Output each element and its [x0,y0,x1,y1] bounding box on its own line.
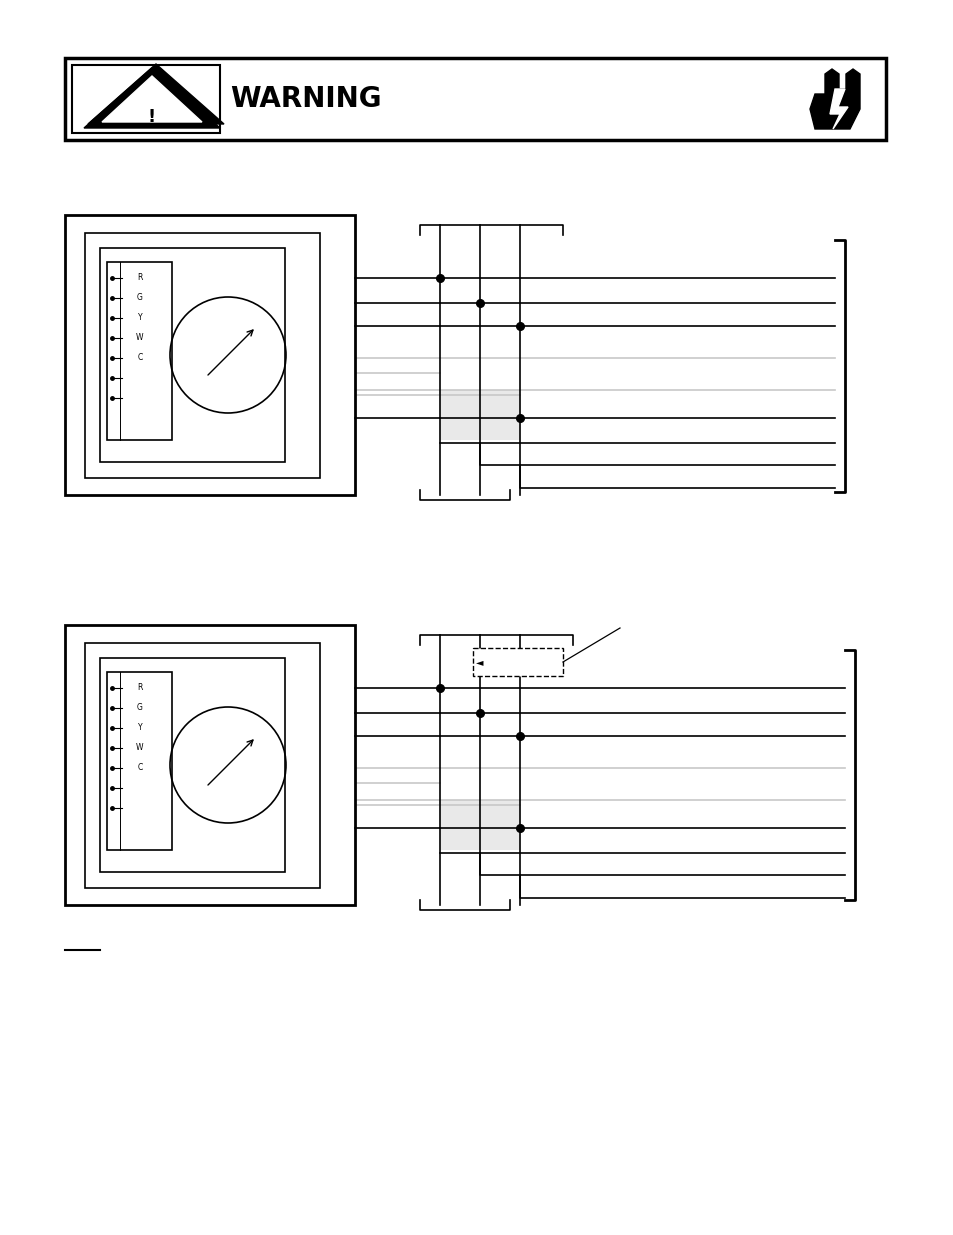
Bar [85,233,319,478]
Text: ◄: ◄ [476,657,483,667]
Polygon shape [84,68,220,128]
Text: R: R [137,683,143,693]
Text: W: W [136,333,144,342]
Polygon shape [809,69,859,128]
Bar [85,643,319,888]
Bar [65,58,885,140]
Text: WARNING: WARNING [230,85,381,112]
Text: W: W [136,743,144,752]
Polygon shape [102,77,202,122]
Bar [100,658,285,872]
Text: Y: Y [137,314,142,322]
Bar [100,248,285,462]
Text: G: G [137,294,143,303]
Text: C: C [137,353,143,363]
Bar [107,262,172,440]
Text: C: C [137,763,143,773]
Text: Y: Y [137,724,142,732]
Text: G: G [137,704,143,713]
Bar [107,672,172,850]
Bar [439,800,519,850]
Bar [439,390,519,440]
Bar [473,648,562,676]
Text: !: ! [148,107,156,126]
Text: R: R [137,273,143,283]
Bar [65,215,355,495]
Polygon shape [88,64,224,124]
Polygon shape [829,89,847,128]
Bar [65,625,355,905]
Bar [71,65,220,133]
